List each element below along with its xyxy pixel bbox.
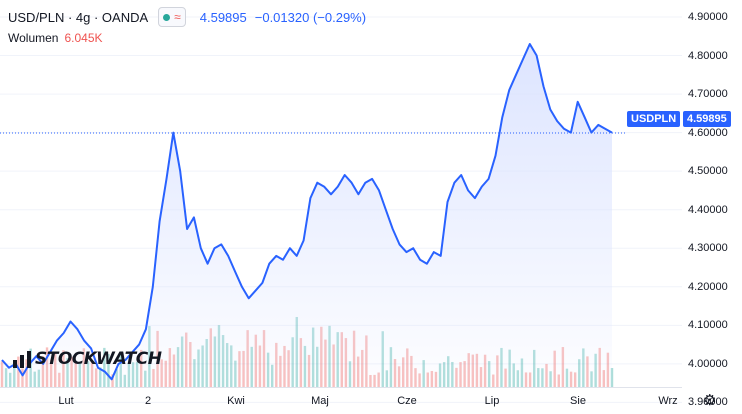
x-tick-label: Maj: [311, 395, 329, 407]
last-price: 4.59895: [199, 9, 247, 25]
market-open-dot-icon: [163, 13, 171, 21]
x-tick-label: Wrz: [658, 395, 678, 407]
y-tick-label: 4.20000: [688, 280, 728, 293]
y-tick-label: 4.80000: [688, 49, 728, 62]
chart-bars-icon: [13, 351, 31, 368]
volume-bar: [103, 347, 106, 387]
x-tick-label: Lut: [58, 395, 74, 407]
y-tick-label: 4.90000: [688, 11, 728, 23]
stockwatch-logo: STOCKWATCH: [12, 349, 162, 369]
y-tick-label: 3.90000: [688, 396, 728, 409]
legend-header: USD/PLN · 4g · OANDA ≈ 4.59895 −0.01320 …: [8, 7, 366, 27]
x-tick-label: Kwi: [227, 395, 245, 407]
y-tick-label: 4.70000: [688, 88, 728, 101]
x-tick-label: Cze: [397, 395, 417, 407]
volume-bar: [107, 354, 110, 387]
y-tick-label: 4.30000: [688, 242, 728, 255]
symbol-label[interactable]: USD/PLN · 4g · OANDA: [8, 9, 149, 25]
market-status-badge[interactable]: ≈: [158, 7, 186, 27]
volume-legend[interactable]: Wolumen 6.045K: [8, 31, 103, 45]
x-tick-label: 2: [144, 395, 152, 407]
price-change: −0.01320 (−0.29%): [254, 9, 367, 25]
x-tick-label: Sie: [570, 395, 586, 407]
y-tick-label: 4.40000: [688, 203, 728, 216]
y-tick-label: 4.60000: [688, 126, 728, 139]
volume-label: Wolumen: [8, 31, 59, 45]
y-tick-label: 4.00000: [688, 357, 728, 370]
gear-icon[interactable]: ⚙: [703, 392, 717, 409]
x-tick-label: Lip: [484, 395, 500, 407]
price-tag-value: 4.59895: [683, 111, 731, 127]
price-line: [1, 43, 613, 381]
logo-text: STOCKWATCH: [35, 349, 162, 369]
price-tag-symbol: USDPLN: [627, 111, 681, 127]
wave-icon: ≈: [174, 10, 181, 24]
y-tick-label: 4.50000: [688, 165, 728, 178]
volume-value: 6.045K: [64, 31, 103, 45]
price-area: [2, 44, 612, 387]
y-tick-label: 4.10000: [688, 319, 728, 332]
